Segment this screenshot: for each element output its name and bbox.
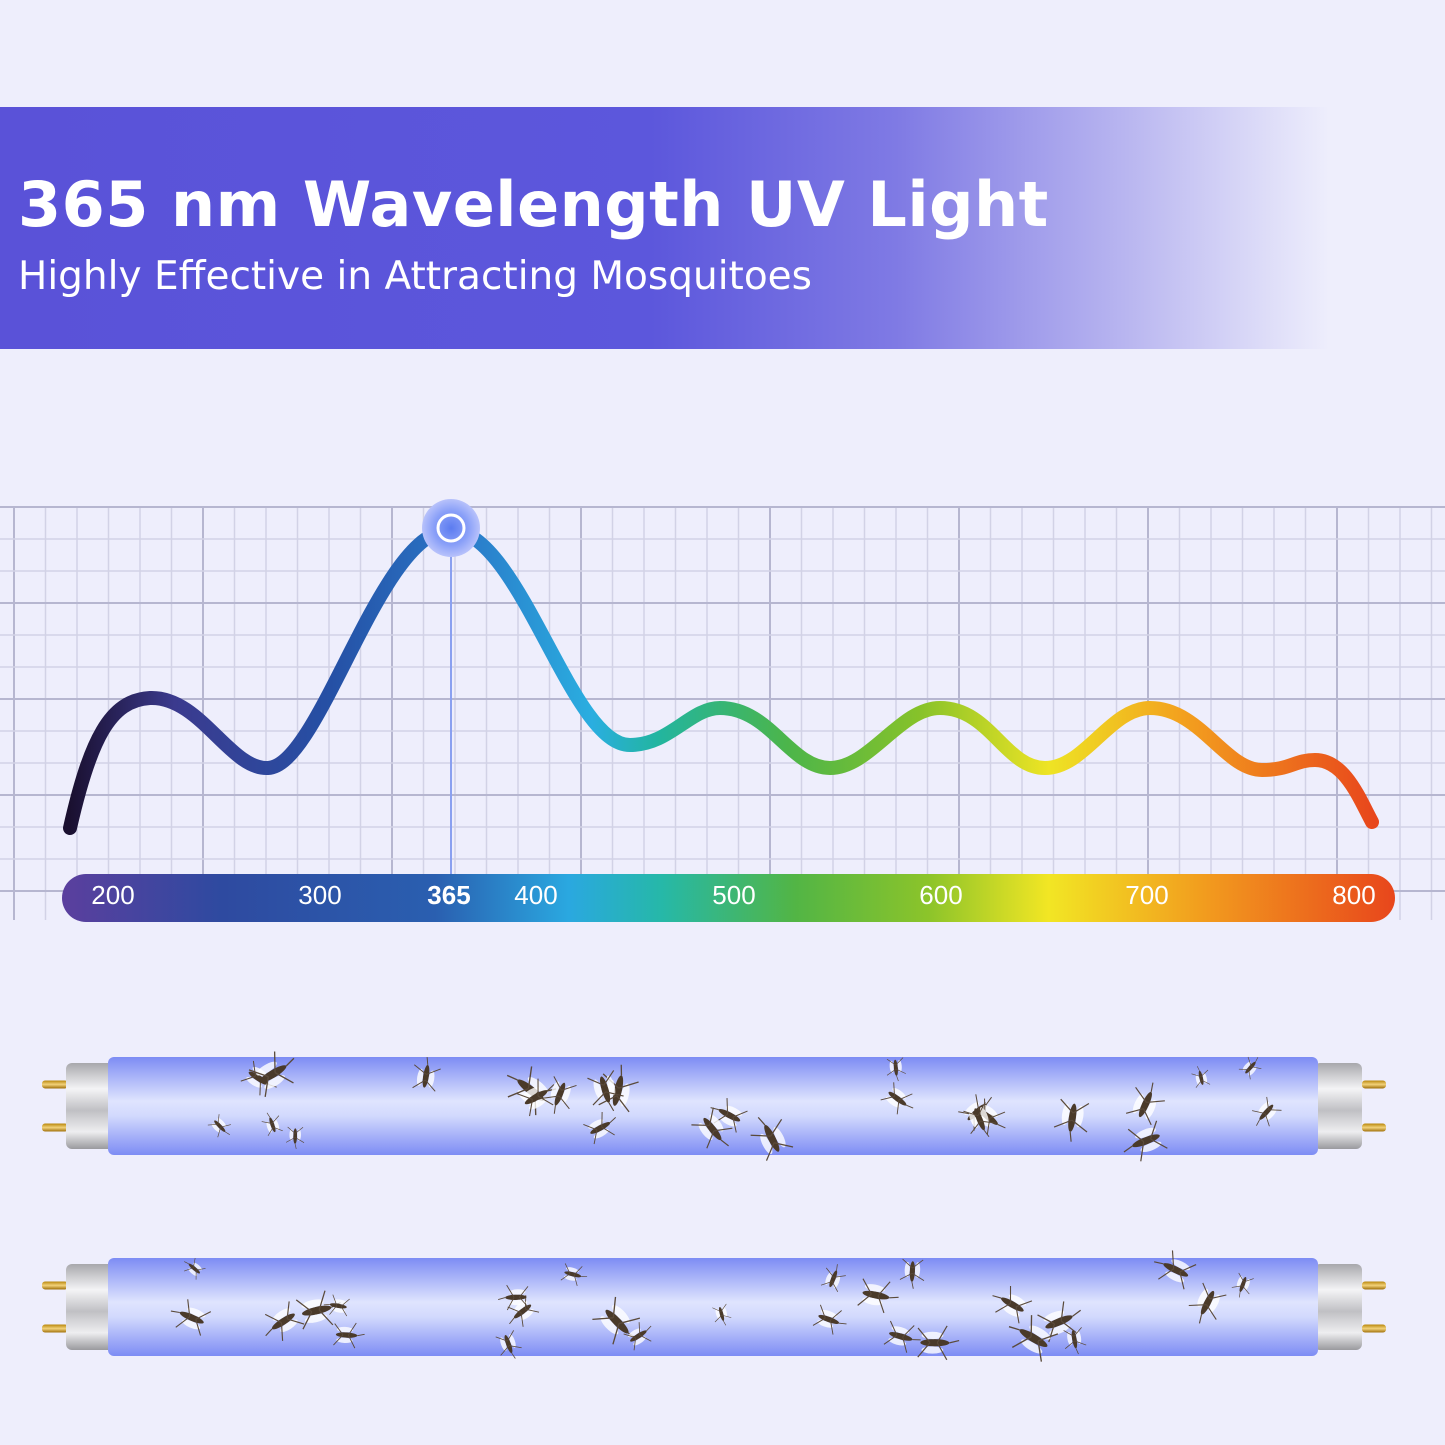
tube-pin: [42, 1123, 68, 1132]
page-subtitle: Highly Effective in Attracting Mosquitoe…: [18, 254, 812, 299]
tube-end-cap: [66, 1264, 114, 1350]
tube-pin: [1362, 1281, 1386, 1290]
mosquito: [883, 1320, 921, 1353]
mosquito: [592, 1296, 641, 1345]
mosquito: [857, 1278, 899, 1314]
mosquito: [1063, 1327, 1087, 1355]
mosquito: [542, 1076, 577, 1114]
tube-end-cap: [1314, 1264, 1362, 1350]
tube-glass: [108, 1057, 1318, 1155]
tube-pin: [42, 1324, 68, 1333]
mosquito: [1123, 1120, 1168, 1162]
uv-tube: [42, 1250, 1386, 1362]
tick-label: 500: [712, 880, 756, 910]
tube-pin: [42, 1281, 68, 1290]
peak-marker-ring: [436, 513, 466, 543]
tube-pin: [1362, 1080, 1386, 1089]
mosquito: [750, 1116, 794, 1161]
mosquito: [1188, 1282, 1227, 1324]
mosquito: [1053, 1098, 1090, 1142]
spectrum-curve: [63, 522, 1379, 835]
tick-label: 600: [919, 880, 963, 910]
tick-label: 300: [298, 880, 342, 910]
mosquito: [1252, 1096, 1282, 1127]
mosquito: [1037, 1301, 1082, 1343]
mosquito: [498, 1284, 529, 1311]
tube-end-cap: [1314, 1063, 1362, 1149]
tick-label: 700: [1125, 880, 1169, 910]
mosquito: [207, 1114, 231, 1138]
mosquito: [1008, 1315, 1059, 1362]
mosquito: [170, 1299, 212, 1336]
tube-glass: [108, 1258, 1318, 1356]
mosquito: [412, 1057, 441, 1092]
mosquito: [248, 1051, 295, 1097]
tube-pin: [1362, 1324, 1386, 1333]
mosquito: [712, 1303, 732, 1326]
mosquito: [323, 1294, 350, 1317]
mosquito: [710, 1098, 748, 1133]
mosquito: [1154, 1250, 1197, 1290]
page-title: 365 nm Wavelength UV Light: [18, 168, 1049, 241]
mosquito: [516, 1078, 555, 1117]
mosquito: [285, 1126, 305, 1150]
mosquito: [820, 1264, 846, 1293]
mosquito: [812, 1304, 847, 1335]
uv-tube: [42, 1051, 1386, 1162]
tick-label: 800: [1332, 880, 1376, 910]
mosquito: [1238, 1056, 1262, 1080]
mosquito: [886, 1057, 906, 1082]
mosquito: [963, 1101, 997, 1138]
mosquito: [1231, 1272, 1254, 1298]
mosquito: [1125, 1082, 1165, 1126]
mosquito: [184, 1258, 206, 1280]
mosquito: [333, 1322, 365, 1349]
header-band: [0, 107, 1445, 349]
mosquito: [691, 1107, 733, 1149]
mosquito: [917, 1325, 960, 1361]
mosquito: [295, 1290, 341, 1330]
mosquito: [992, 1286, 1033, 1324]
tube-pin: [42, 1080, 68, 1089]
peak-marker: [422, 499, 480, 557]
tick-label: 200: [91, 880, 135, 910]
mosquito: [623, 1322, 652, 1351]
mosquito: [899, 1258, 925, 1289]
mosquito: [1191, 1066, 1211, 1088]
mosquito: [880, 1082, 914, 1115]
tick-label: 365: [427, 880, 471, 910]
spectrum-bar: [62, 874, 1395, 922]
mosquito: [587, 1070, 624, 1112]
mosquito: [495, 1330, 522, 1359]
mosquito: [560, 1263, 588, 1286]
mosquito: [264, 1301, 305, 1341]
tick-label: 400: [514, 880, 558, 910]
mosquito: [583, 1112, 616, 1145]
tube-pin: [1362, 1123, 1386, 1132]
tube-end-cap: [66, 1063, 114, 1149]
mosquito: [261, 1112, 283, 1137]
